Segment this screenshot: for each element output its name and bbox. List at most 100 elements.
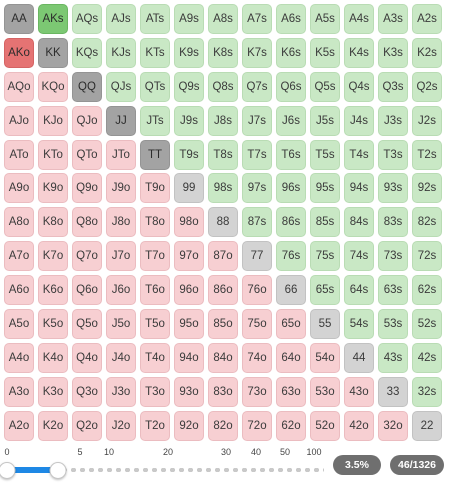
hand-cell[interactable]: A9o [4, 173, 34, 204]
hand-cell[interactable]: A4o [4, 342, 34, 373]
hand-cell[interactable]: T5s [310, 139, 340, 170]
hand-cell[interactable]: JTs [140, 105, 170, 136]
hand-cell[interactable]: Q4o [72, 342, 102, 373]
hand-cell[interactable]: A3s [378, 4, 408, 34]
hand-cell[interactable]: K8s [208, 37, 238, 68]
hand-cell[interactable]: QQ [72, 71, 102, 102]
hand-cell[interactable]: 44 [344, 342, 374, 373]
hand-cell[interactable]: QJs [106, 71, 136, 102]
hand-cell[interactable]: J3s [378, 105, 408, 136]
hand-cell[interactable]: 64s [344, 275, 374, 306]
hand-cell[interactable]: 77 [242, 241, 272, 272]
hand-cell[interactable]: 97o [174, 241, 204, 272]
hand-cell[interactable]: T4o [140, 342, 170, 373]
hand-cell[interactable]: A5o [4, 309, 34, 340]
hand-cell[interactable]: K4s [344, 37, 374, 68]
hand-cell[interactable]: KJo [38, 105, 68, 136]
hand-cell[interactable]: J2o [106, 410, 136, 441]
hand-cell[interactable]: 54o [310, 342, 340, 373]
hand-cell[interactable]: 32s [412, 376, 442, 407]
hand-cell[interactable]: T6s [276, 139, 306, 170]
hand-cell[interactable]: T2s [412, 139, 442, 170]
hand-cell[interactable]: Q5s [310, 71, 340, 102]
hand-cell[interactable]: 75o [242, 309, 272, 340]
hand-cell[interactable]: 82s [412, 207, 442, 238]
hand-cell[interactable]: 33 [378, 376, 408, 407]
hand-cell[interactable]: K6o [38, 275, 68, 306]
hand-cell[interactable]: AKs [38, 4, 68, 34]
hand-cell[interactable]: AJo [4, 105, 34, 136]
hand-cell[interactable]: T9o [140, 173, 170, 204]
hand-cell[interactable]: A7s [242, 4, 272, 34]
hand-cell[interactable]: J8s [208, 105, 238, 136]
hand-cell[interactable]: K7o [38, 241, 68, 272]
hand-cell[interactable]: Q4s [344, 71, 374, 102]
hand-cell[interactable]: 72o [242, 410, 272, 441]
hand-cell[interactable]: T9s [174, 139, 204, 170]
hand-cell[interactable]: Q6o [72, 275, 102, 306]
hand-cell[interactable]: J4o [106, 342, 136, 373]
hand-cell[interactable]: 98s [208, 173, 238, 204]
hand-cell[interactable]: A7o [4, 241, 34, 272]
hand-cell[interactable]: A5s [310, 4, 340, 34]
hand-cell[interactable]: 42o [344, 410, 374, 441]
slider-track[interactable] [6, 468, 324, 472]
hand-cell[interactable]: 52s [412, 309, 442, 340]
hand-cell[interactable]: 84s [344, 207, 374, 238]
hand-cell[interactable]: AJs [106, 4, 136, 34]
hand-cell[interactable]: 92o [174, 410, 204, 441]
hand-cell[interactable]: 86o [208, 275, 238, 306]
hand-cell[interactable]: QJo [72, 105, 102, 136]
range-slider[interactable] [0, 462, 324, 479]
hand-cell[interactable]: 97s [242, 173, 272, 204]
hand-cell[interactable]: K5o [38, 309, 68, 340]
hand-cell[interactable]: AKo [4, 37, 34, 68]
hand-cell[interactable]: 66 [276, 275, 306, 306]
hand-cell[interactable]: 95s [310, 173, 340, 204]
hand-cell[interactable]: 93o [174, 376, 204, 407]
hand-cell[interactable]: 74o [242, 342, 272, 373]
hand-cell[interactable]: K3s [378, 37, 408, 68]
hand-cell[interactable]: J4s [344, 105, 374, 136]
hand-cell[interactable]: J7o [106, 241, 136, 272]
hand-cell[interactable]: 83s [378, 207, 408, 238]
hand-cell[interactable]: 53o [310, 376, 340, 407]
hand-cell[interactable]: KJs [106, 37, 136, 68]
hand-cell[interactable]: KQo [38, 71, 68, 102]
hand-cell[interactable]: JTo [106, 139, 136, 170]
hand-cell[interactable]: 76o [242, 275, 272, 306]
hand-cell[interactable]: K6s [276, 37, 306, 68]
hand-cell[interactable]: 72s [412, 241, 442, 272]
hand-cell[interactable]: 63s [378, 275, 408, 306]
hand-cell[interactable]: K8o [38, 207, 68, 238]
hand-cell[interactable]: T5o [140, 309, 170, 340]
hand-cell[interactable]: K9s [174, 37, 204, 68]
hand-cell[interactable]: 86s [276, 207, 306, 238]
hand-cell[interactable]: 22 [412, 410, 442, 441]
hand-cell[interactable]: AQo [4, 71, 34, 102]
hand-cell[interactable]: 85s [310, 207, 340, 238]
hand-cell[interactable]: Q9s [174, 71, 204, 102]
hand-cell[interactable]: 92s [412, 173, 442, 204]
hand-cell[interactable]: Q8o [72, 207, 102, 238]
hand-cell[interactable]: K2o [38, 410, 68, 441]
hand-cell[interactable]: 76s [276, 241, 306, 272]
hand-cell[interactable]: J5s [310, 105, 340, 136]
hand-cell[interactable]: 82o [208, 410, 238, 441]
hand-cell[interactable]: K3o [38, 376, 68, 407]
hand-cell[interactable]: AA [4, 4, 34, 34]
hand-cell[interactable]: 85o [208, 309, 238, 340]
hand-cell[interactable]: 43o [344, 376, 374, 407]
hand-cell[interactable]: Q2s [412, 71, 442, 102]
hand-cell[interactable]: T2o [140, 410, 170, 441]
hand-cell[interactable]: Q7s [242, 71, 272, 102]
hand-cell[interactable]: ATo [4, 139, 34, 170]
hand-cell[interactable]: 65s [310, 275, 340, 306]
hand-cell[interactable]: 94s [344, 173, 374, 204]
hand-cell[interactable]: A6s [276, 4, 306, 34]
hand-cell[interactable]: 73s [378, 241, 408, 272]
hand-cell[interactable]: 63o [276, 376, 306, 407]
hand-cell[interactable]: T3s [378, 139, 408, 170]
hand-cell[interactable]: T8s [208, 139, 238, 170]
hand-cell[interactable]: 42s [412, 342, 442, 373]
